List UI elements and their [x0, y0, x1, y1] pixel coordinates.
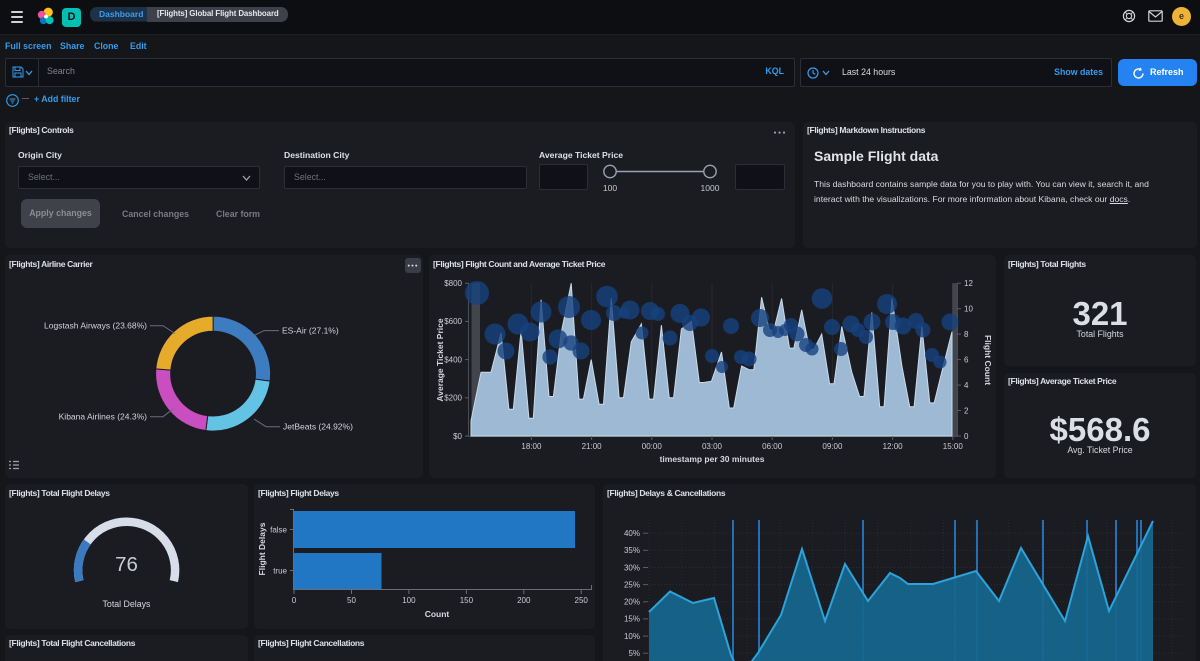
svg-text:200: 200 — [517, 596, 531, 605]
svg-text:50: 50 — [347, 596, 356, 605]
svg-text:15%: 15% — [624, 615, 640, 624]
svg-text:12: 12 — [964, 279, 973, 288]
svg-text:09:00: 09:00 — [822, 442, 843, 451]
svg-text:03:00: 03:00 — [702, 442, 723, 451]
svg-text:$400: $400 — [444, 355, 462, 364]
svg-text:timestamp per 30 minutes: timestamp per 30 minutes — [660, 454, 765, 464]
svg-text:100: 100 — [402, 596, 416, 605]
svg-text:150: 150 — [460, 596, 474, 605]
svg-text:40%: 40% — [624, 529, 640, 538]
svg-text:ES-Air (27.1%): ES-Air (27.1%) — [282, 325, 339, 335]
svg-text:12:00: 12:00 — [883, 442, 904, 451]
svg-text:6: 6 — [964, 355, 969, 364]
svg-text:$0: $0 — [453, 432, 462, 441]
svg-text:1000: 1000 — [701, 183, 720, 193]
svg-text:21:00: 21:00 — [582, 442, 603, 451]
svg-text:Logstash Airways (23.68%): Logstash Airways (23.68%) — [44, 321, 147, 331]
svg-text:20%: 20% — [624, 598, 640, 607]
svg-text:4: 4 — [964, 381, 969, 390]
svg-text:Flight Count: Flight Count — [983, 335, 993, 385]
svg-text:2: 2 — [964, 406, 969, 415]
svg-text:250: 250 — [575, 596, 589, 605]
svg-text:JetBeats (24.92%): JetBeats (24.92%) — [283, 422, 353, 432]
svg-text:Average Ticket Price: Average Ticket Price — [435, 318, 445, 401]
svg-text:00:00: 00:00 — [642, 442, 663, 451]
svg-text:30%: 30% — [624, 563, 640, 572]
svg-text:06:00: 06:00 — [762, 442, 783, 451]
svg-text:35%: 35% — [624, 546, 640, 555]
svg-text:0: 0 — [964, 432, 969, 441]
svg-text:10: 10 — [964, 305, 973, 314]
svg-text:25%: 25% — [624, 580, 640, 589]
svg-text:Count: Count — [425, 609, 450, 619]
svg-text:$800: $800 — [444, 279, 462, 288]
svg-text:15:00: 15:00 — [943, 442, 964, 451]
svg-text:0: 0 — [292, 596, 297, 605]
svg-text:Kibana Airlines (24.3%): Kibana Airlines (24.3%) — [59, 412, 148, 422]
svg-text:$200: $200 — [444, 394, 462, 403]
svg-text:$600: $600 — [444, 317, 462, 326]
svg-text:Flight Delays: Flight Delays — [257, 522, 267, 575]
svg-text:100: 100 — [603, 183, 617, 193]
svg-text:8: 8 — [964, 330, 969, 339]
svg-text:18:00: 18:00 — [521, 442, 542, 451]
svg-text:true: true — [273, 567, 287, 576]
svg-text:false: false — [270, 526, 287, 535]
svg-text:5%: 5% — [628, 649, 640, 658]
svg-text:10%: 10% — [624, 632, 640, 641]
